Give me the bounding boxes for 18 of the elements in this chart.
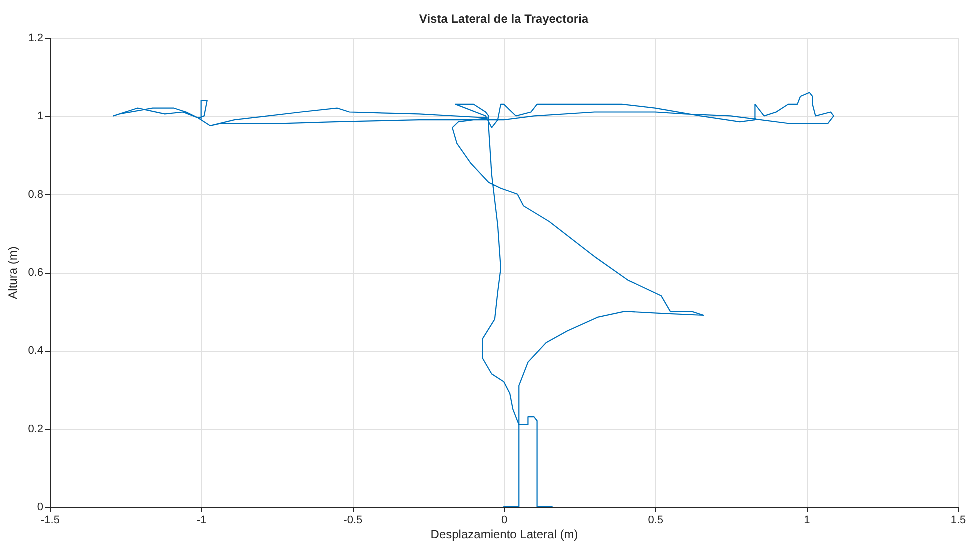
y-tick-label: 1 <box>37 110 44 123</box>
x-tick-label: 1.5 <box>950 514 966 526</box>
x-tick-label: -0.5 <box>344 514 363 526</box>
x-axis-title: Desplazamiento Lateral (m) <box>430 528 578 542</box>
y-tick-label: 0.2 <box>28 423 44 436</box>
x-tick-label: 0 <box>501 514 508 526</box>
x-tick-label: 1 <box>804 514 810 526</box>
y-axis-title: Altura (m) <box>6 246 20 300</box>
line-series <box>113 92 834 507</box>
y-tick-label: 0.8 <box>28 188 44 201</box>
chart-title: Vista Lateral de la Trayectoria <box>419 12 589 26</box>
y-tick-label: 0 <box>37 502 44 514</box>
x-tick-label: -1 <box>196 514 207 526</box>
x-tick-label: -1.5 <box>41 514 60 526</box>
x-tick-label: 0.5 <box>648 514 664 526</box>
y-tick-label: 0.4 <box>28 345 44 358</box>
y-tick-label: 0.6 <box>28 267 44 279</box>
y-tick-label: 1.2 <box>28 32 44 44</box>
